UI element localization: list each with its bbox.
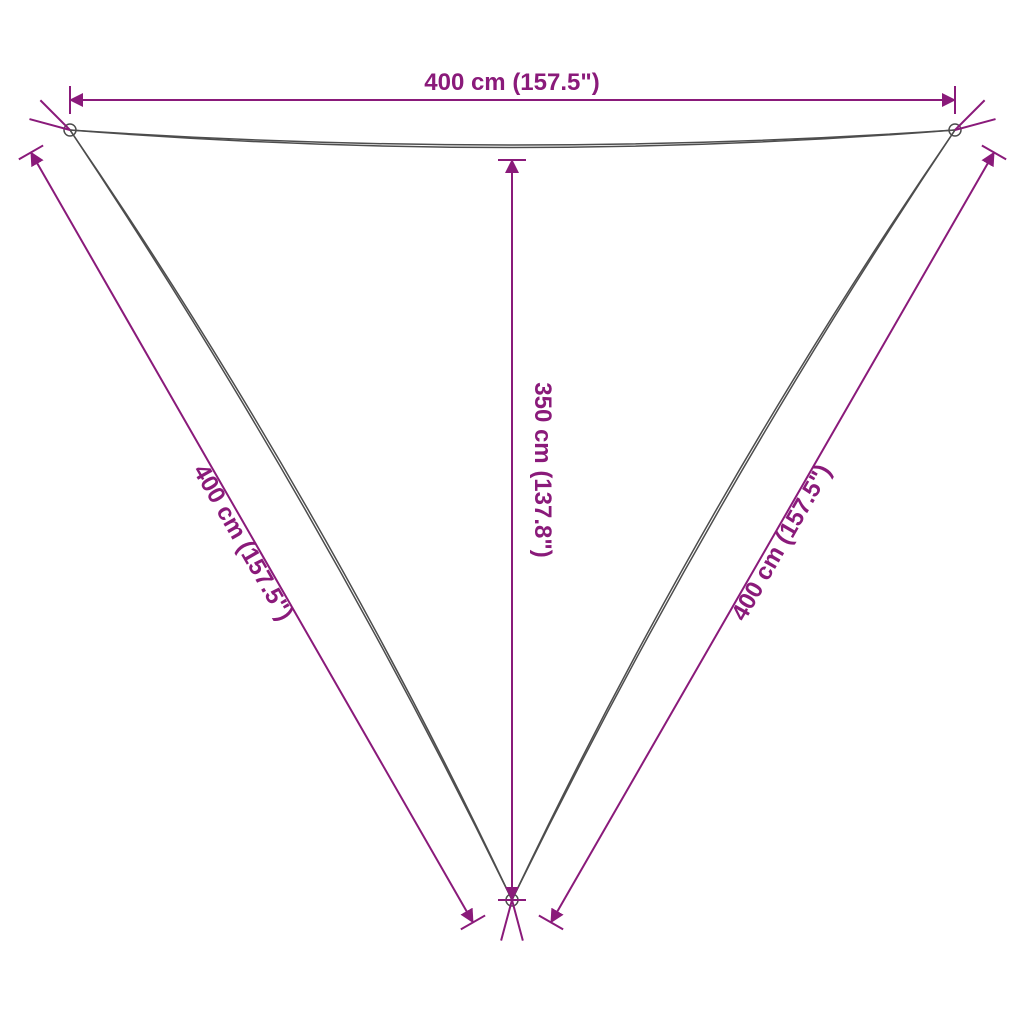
dimension-top: 400 cm (157.5") [70,69,955,114]
dimension-height-label: 350 cm (137.8") [529,382,556,558]
dimension-right: 400 cm (157.5") [539,145,1006,929]
corner-tick-icon [955,100,996,130]
dimension-left: 400 cm (157.5") [19,145,485,929]
dimension-left-label: 400 cm (157.5") [187,460,298,626]
dimension-top-label: 400 cm (157.5") [424,69,600,96]
dimension-height: 350 cm (137.8") [498,160,556,900]
corner-tick-icon [29,100,70,130]
dimension-right-label: 400 cm (157.5") [726,460,837,626]
